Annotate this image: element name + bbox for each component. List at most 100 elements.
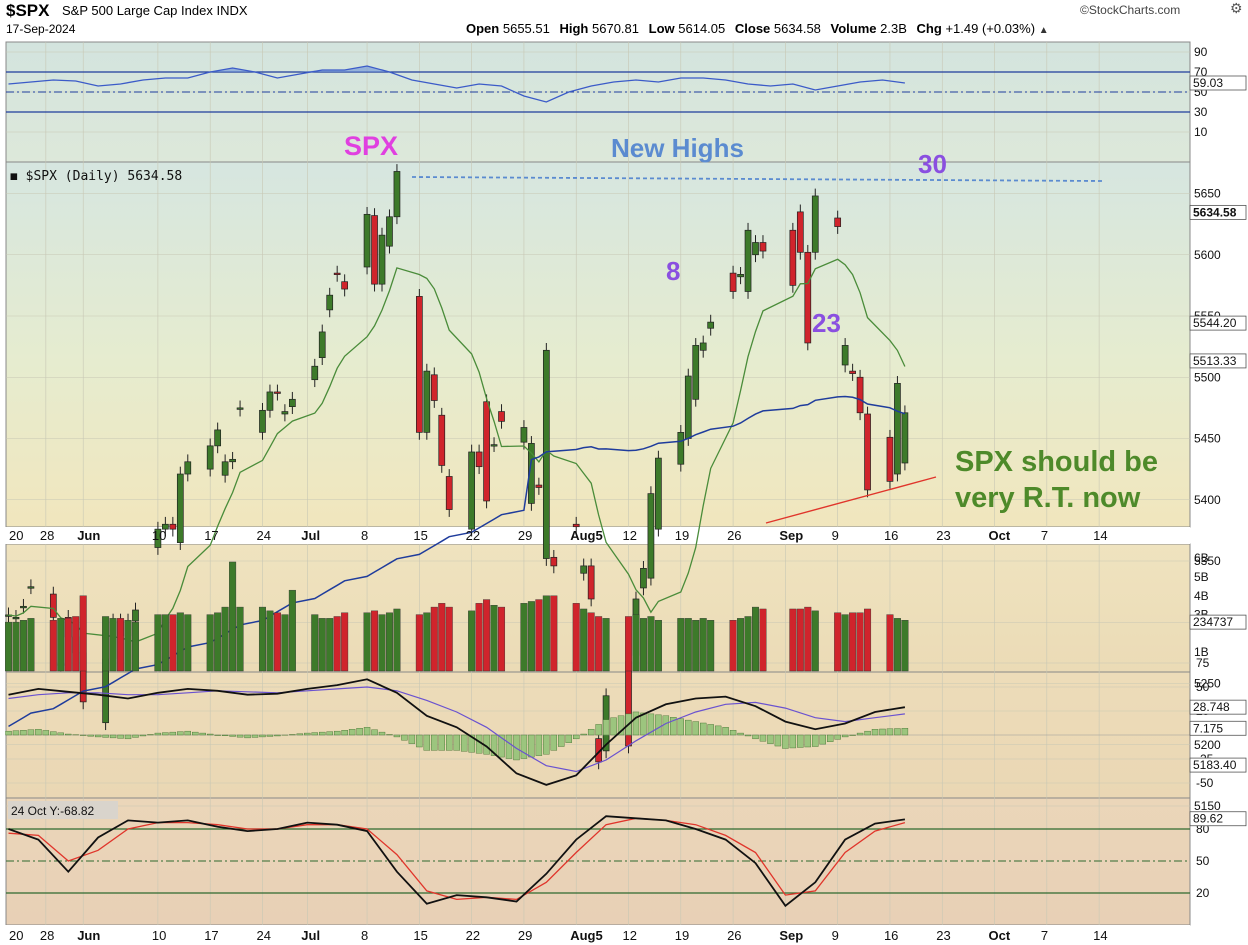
x-tick-label: Sep	[779, 928, 803, 943]
macd-histogram-bar	[371, 729, 378, 736]
volume-bar	[79, 595, 87, 672]
macd-histogram-bar	[184, 730, 191, 736]
volume-bar	[849, 612, 857, 672]
x-tick-label: 12	[623, 928, 637, 943]
candle-body	[214, 429, 222, 447]
volume-bar	[184, 614, 192, 672]
macd-histogram-bar	[333, 730, 341, 736]
candle-body	[864, 413, 871, 491]
volume-bar	[72, 616, 80, 672]
candle-body	[550, 556, 558, 567]
low-value: 5614.05	[678, 21, 726, 36]
candle-body	[274, 391, 281, 394]
candle-body	[684, 375, 692, 439]
volume-bar	[363, 612, 371, 672]
candle-body	[20, 605, 27, 609]
volume-bar	[886, 614, 894, 672]
macd-histogram-bar	[221, 734, 229, 736]
macd-histogram-bar	[759, 734, 767, 742]
ma-long-last-value-box	[1189, 353, 1247, 369]
candle-body	[386, 216, 393, 247]
volume-bar	[64, 618, 72, 672]
candle-body	[318, 331, 326, 358]
x-tick-label: 16	[884, 528, 898, 543]
candle-body	[811, 195, 819, 253]
macd-histogram-bar	[65, 733, 72, 736]
volume-bar	[214, 612, 222, 672]
candle-body	[184, 461, 192, 475]
macd-tick-label: -50	[1196, 776, 1214, 790]
ma-200-line	[765, 476, 937, 524]
settings-icon[interactable]: ⚙	[1230, 0, 1243, 16]
stochastic-label-box	[8, 801, 118, 819]
volume-bar	[527, 601, 535, 672]
candle-body	[528, 443, 535, 504]
x-tick-label: 26	[727, 928, 741, 943]
ohlc-readout: Open 5655.51 High 5670.81 Low 5614.05 Cl…	[466, 21, 1049, 36]
volume-bar	[864, 608, 872, 672]
macd-histogram-bar	[42, 730, 50, 736]
change-value: +1.49 (+0.03%)	[945, 21, 1036, 36]
volume-bar	[109, 618, 117, 672]
macd-histogram-bar	[797, 734, 804, 748]
macd-histogram-bar	[528, 734, 535, 758]
chart-date: 17-Sep-2024	[6, 22, 76, 36]
volume-bar	[707, 620, 715, 672]
volume-last-value-box	[1189, 614, 1247, 630]
volume-bar	[602, 618, 610, 672]
volume-bar	[490, 605, 498, 672]
macd-histogram-bar	[535, 734, 543, 756]
macd-histogram-bar	[752, 734, 759, 740]
macd-histogram-bar	[124, 734, 132, 740]
candle-body	[393, 171, 401, 218]
volume-bar	[737, 618, 745, 672]
candle-body	[841, 345, 849, 366]
volume-bar	[318, 618, 326, 672]
macd-histogram-bar	[57, 732, 64, 736]
volume-bar	[699, 618, 707, 672]
volume-bar	[57, 618, 65, 672]
volume-bar	[393, 608, 401, 672]
volume-bar	[333, 616, 341, 672]
macd-histogram-bar	[408, 734, 416, 744]
macd-histogram-bar	[782, 734, 789, 749]
macd-histogram-bar	[587, 729, 595, 736]
macd-histogram-bar	[341, 730, 348, 736]
low-label: Low	[648, 21, 675, 36]
macd-histogram-bar	[12, 730, 20, 736]
candle-body	[154, 528, 162, 548]
volume-bar	[483, 599, 491, 672]
candle-body	[901, 412, 909, 464]
candle-body	[266, 391, 274, 411]
macd-histogram-bar	[804, 734, 811, 748]
candle-body	[378, 234, 386, 285]
change-label: Chg	[916, 21, 942, 36]
candle-body	[363, 213, 371, 268]
macd-histogram-bar	[162, 732, 169, 736]
macd-histogram-bar	[640, 712, 647, 736]
volume-bar	[595, 616, 603, 672]
annotation-spx: SPX	[344, 131, 398, 161]
candle-body	[229, 458, 236, 463]
price-series-text: $SPX (Daily) 5634.58	[26, 169, 183, 184]
volume-bar	[535, 599, 543, 672]
x-tick-label: 7	[1041, 928, 1048, 943]
candle-body	[520, 427, 528, 443]
volume-bar	[804, 606, 812, 672]
volume-bar	[752, 606, 760, 672]
volume-bar	[901, 620, 909, 672]
volume-bar	[12, 621, 20, 672]
volume-bar	[796, 608, 804, 672]
price-tick-label: 5400	[1194, 493, 1221, 507]
volume-bar	[341, 612, 349, 672]
high-value: 5670.81	[592, 21, 639, 36]
macd-histogram-bar	[460, 734, 468, 752]
price-tick-label: 5450	[1194, 432, 1221, 446]
macd-histogram-bar	[647, 713, 655, 736]
volume-bar	[154, 614, 162, 672]
price-candles	[5, 164, 909, 770]
volume-bar	[468, 610, 476, 672]
volume-bar	[49, 620, 57, 672]
candle-body	[49, 593, 57, 618]
